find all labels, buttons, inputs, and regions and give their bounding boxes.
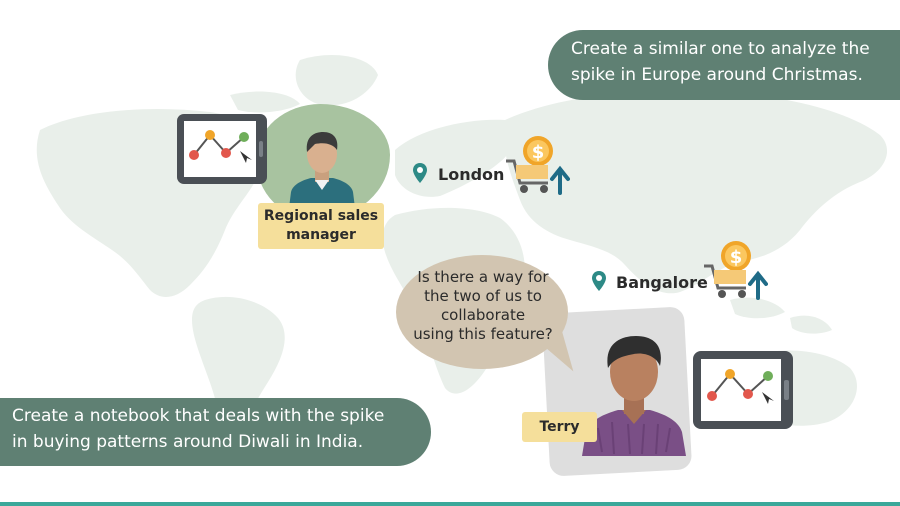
- shopping-cart-icon: $: [704, 241, 768, 300]
- tablet-chart-icon: [693, 351, 793, 429]
- speech-line3: collaborate: [440, 306, 526, 324]
- callout-bottom-line2: in buying patterns around Diwali in Indi…: [12, 432, 364, 452]
- bangalore-label: Bangalore: [616, 273, 708, 292]
- manager-avatar-icon: [289, 132, 355, 208]
- svg-text:$: $: [532, 142, 545, 163]
- london-label: London: [438, 165, 505, 184]
- europe-christmas-callout: Create a similar one to analyze the spik…: [548, 30, 900, 100]
- speech-bubble-text: Is there a way for the two of us to coll…: [404, 268, 562, 344]
- terry-label: Terry: [522, 412, 597, 442]
- speech-line2: the two of us to: [424, 287, 542, 305]
- tablet-chart-icon: [177, 114, 267, 184]
- speech-line1: Is there a way for: [417, 268, 549, 286]
- manager-label-line1: Regional sales: [263, 208, 379, 224]
- map-pin-icon: [592, 271, 606, 291]
- india-diwali-callout: Create a notebook that deals with the sp…: [0, 398, 431, 466]
- speech-bubble: [396, 255, 568, 369]
- callout-bottom-line1: Create a notebook that deals with the sp…: [12, 406, 385, 426]
- manager-label: Regional sales manager: [258, 203, 384, 249]
- shopping-cart-icon: $: [506, 136, 570, 195]
- terry-avatar-icon: [582, 336, 686, 456]
- callout-top-line2: spike in Europe around Christmas.: [571, 65, 863, 85]
- speech-line4: using this feature?: [413, 325, 553, 343]
- bottom-accent-line: [0, 502, 900, 506]
- callout-top-line1: Create a similar one to analyze the: [571, 39, 870, 59]
- map-pin-icon: [413, 163, 427, 183]
- manager-label-line2: manager: [286, 227, 356, 243]
- svg-text:$: $: [730, 247, 743, 268]
